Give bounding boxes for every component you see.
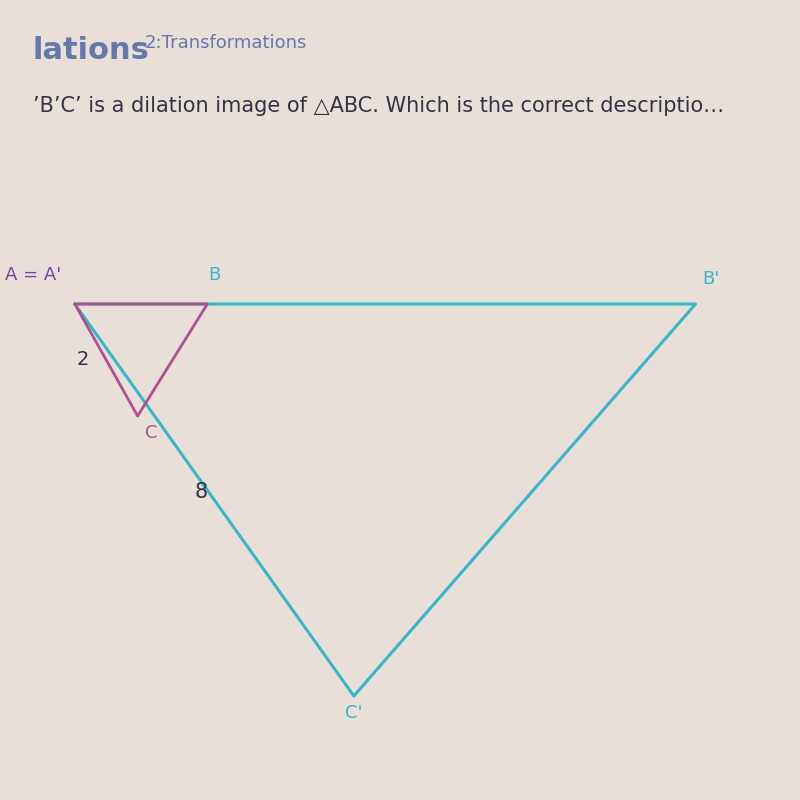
- Text: 2:Transformations: 2:Transformations: [145, 34, 307, 53]
- Text: ’B’C’ is a dilation image of △ABC. Which is the correct descriptio…: ’B’C’ is a dilation image of △ABC. Which…: [33, 96, 724, 116]
- Text: lations: lations: [33, 36, 150, 65]
- Text: 8: 8: [194, 482, 207, 502]
- Text: 2: 2: [77, 350, 89, 370]
- Text: C: C: [145, 424, 157, 442]
- Text: C': C': [345, 704, 362, 722]
- Text: B: B: [208, 266, 221, 284]
- Text: B': B': [702, 270, 720, 288]
- Text: A = A': A = A': [5, 266, 61, 284]
